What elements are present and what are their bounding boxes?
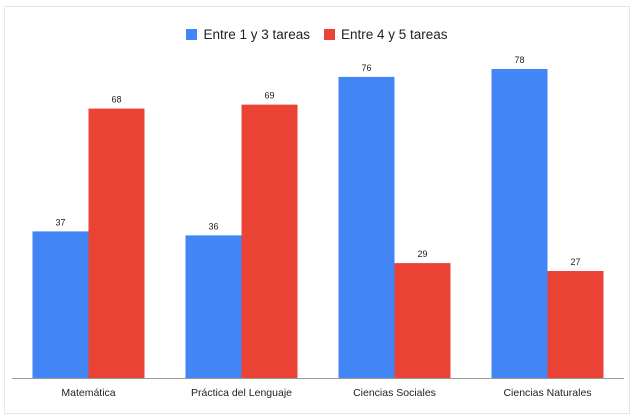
data-label-series-2-3: 27 [570,257,580,267]
data-label-series-1-1: 36 [208,221,218,231]
legend-item-series-2[interactable]: Entre 4 y 5 tareas [324,27,448,42]
bar-series-2-0 [88,108,145,379]
x-tick-label-2: Ciencias Sociales [353,387,436,399]
bar-series-2-1 [241,104,298,378]
legend-label-series-1: Entre 1 y 3 tareas [203,26,310,42]
chart-legend: Entre 1 y 3 tareas Entre 4 y 5 tareas [0,24,634,44]
data-label-series-1-3: 78 [514,55,524,65]
bar-series-1-1 [185,235,242,378]
data-label-series-1-0: 37 [55,217,65,227]
bar-series-1-0 [32,231,89,378]
x-tick-label-1: Práctica del Lenguaje [191,387,292,399]
data-label-series-1-2: 76 [361,63,371,73]
bar-series-2-2 [394,263,451,378]
bar-series-1-2 [338,76,395,378]
data-label-series-2-0: 68 [111,95,121,105]
x-tick-label-0: Matemática [61,387,115,399]
data-label-series-2-1: 69 [264,91,274,101]
legend-swatch-series-1 [186,28,198,40]
data-label-series-2-2: 29 [417,249,427,259]
legend-label-series-2: Entre 4 y 5 tareas [341,26,448,42]
bar-series-2-3 [547,271,604,378]
x-tick-label-3: Ciencias Naturales [503,387,591,399]
legend-swatch-series-2 [324,28,335,40]
bar-series-1-3 [491,68,548,379]
legend-item-series-1[interactable]: Entre 1 y 3 tareas [186,27,310,42]
